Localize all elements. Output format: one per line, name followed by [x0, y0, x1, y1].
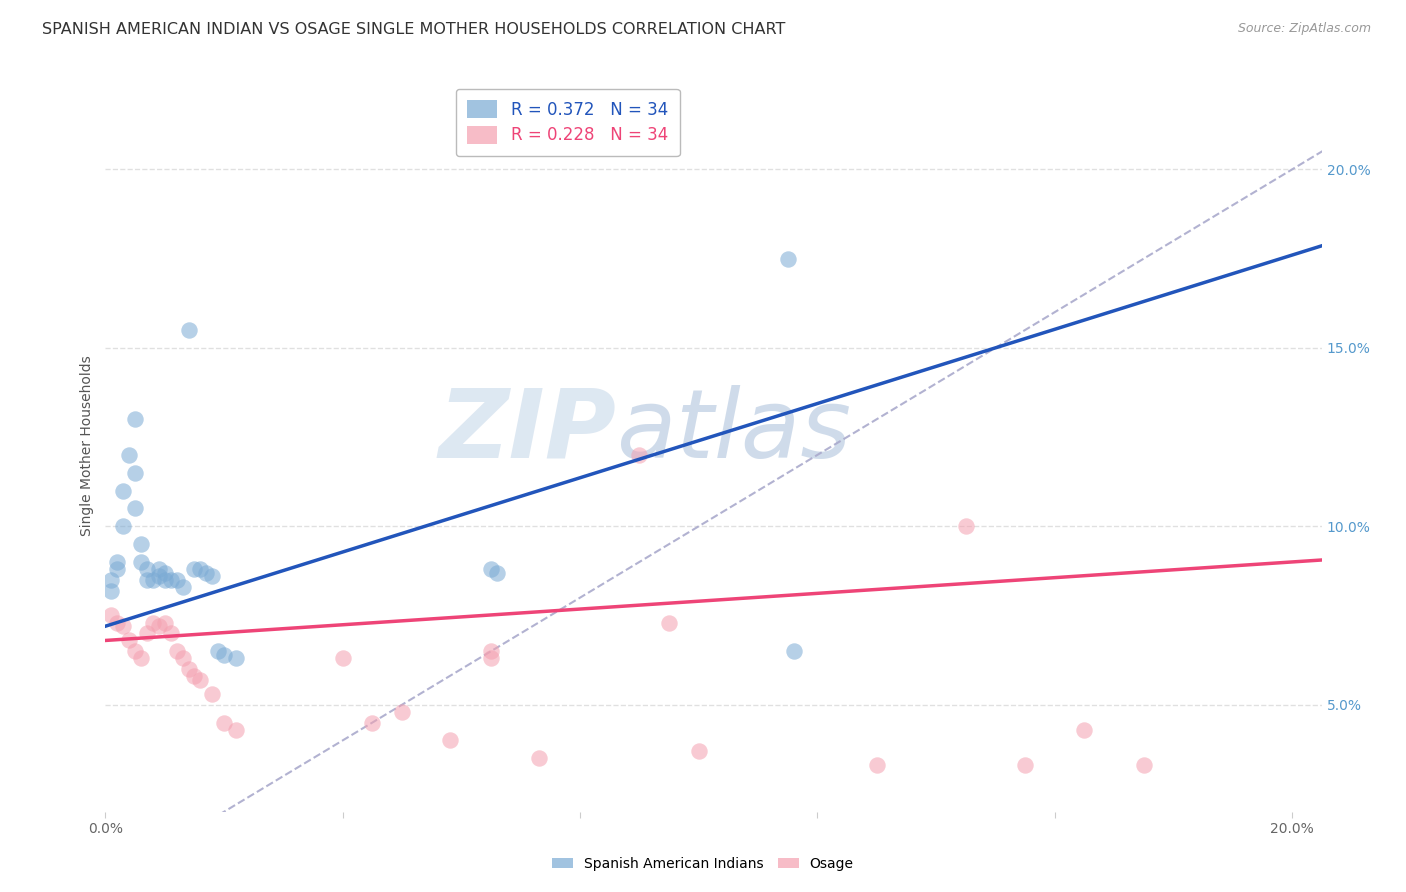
Point	[100, 573, 122, 587]
Point	[479, 651, 502, 665]
Point	[1014, 758, 1036, 772]
Point	[100, 608, 122, 623]
Point	[225, 723, 247, 737]
Point	[124, 644, 146, 658]
Point	[112, 483, 135, 498]
Point	[148, 562, 170, 576]
Point	[148, 569, 170, 583]
Point	[439, 733, 461, 747]
Point	[628, 448, 651, 462]
Point	[1073, 723, 1095, 737]
Point	[782, 644, 804, 658]
Point	[866, 758, 889, 772]
Text: Source: ZipAtlas.com: Source: ZipAtlas.com	[1237, 22, 1371, 36]
Point	[112, 519, 135, 533]
Point	[479, 644, 502, 658]
Legend: R = 0.372   N = 34, R = 0.228   N = 34: R = 0.372 N = 34, R = 0.228 N = 34	[456, 88, 679, 156]
Point	[105, 562, 128, 576]
Point	[142, 573, 165, 587]
Point	[136, 573, 159, 587]
Point	[166, 644, 188, 658]
Point	[177, 662, 200, 676]
Point	[527, 751, 550, 765]
Point	[183, 669, 205, 683]
Point	[159, 573, 181, 587]
Point	[105, 615, 128, 630]
Point	[212, 715, 235, 730]
Point	[955, 519, 977, 533]
Point	[201, 687, 224, 701]
Point	[172, 651, 194, 665]
Point	[142, 615, 165, 630]
Point	[118, 448, 141, 462]
Point	[166, 573, 188, 587]
Point	[153, 615, 176, 630]
Y-axis label: Single Mother Households: Single Mother Households	[80, 356, 94, 536]
Point	[136, 562, 159, 576]
Point	[100, 583, 122, 598]
Point	[153, 566, 176, 580]
Point	[658, 615, 681, 630]
Point	[688, 744, 710, 758]
Text: atlas: atlas	[616, 384, 851, 478]
Text: SPANISH AMERICAN INDIAN VS OSAGE SINGLE MOTHER HOUSEHOLDS CORRELATION CHART: SPANISH AMERICAN INDIAN VS OSAGE SINGLE …	[42, 22, 786, 37]
Point	[776, 252, 799, 266]
Point	[153, 573, 176, 587]
Point	[136, 626, 159, 640]
Point	[190, 562, 212, 576]
Point	[207, 644, 229, 658]
Point	[391, 705, 413, 719]
Point	[129, 555, 152, 569]
Point	[118, 633, 141, 648]
Point	[361, 715, 384, 730]
Point	[124, 466, 146, 480]
Point	[129, 651, 152, 665]
Point	[172, 580, 194, 594]
Point	[485, 566, 508, 580]
Text: ZIP: ZIP	[439, 384, 616, 478]
Point	[177, 323, 200, 337]
Point	[195, 566, 218, 580]
Point	[159, 626, 181, 640]
Point	[1132, 758, 1154, 772]
Point	[212, 648, 235, 662]
Point	[112, 619, 135, 633]
Legend: Spanish American Indians, Osage: Spanish American Indians, Osage	[547, 851, 859, 876]
Point	[124, 412, 146, 426]
Point	[124, 501, 146, 516]
Point	[129, 537, 152, 551]
Point	[225, 651, 247, 665]
Point	[201, 569, 224, 583]
Point	[479, 562, 502, 576]
Point	[183, 562, 205, 576]
Point	[332, 651, 354, 665]
Point	[105, 555, 128, 569]
Point	[190, 673, 212, 687]
Point	[148, 619, 170, 633]
